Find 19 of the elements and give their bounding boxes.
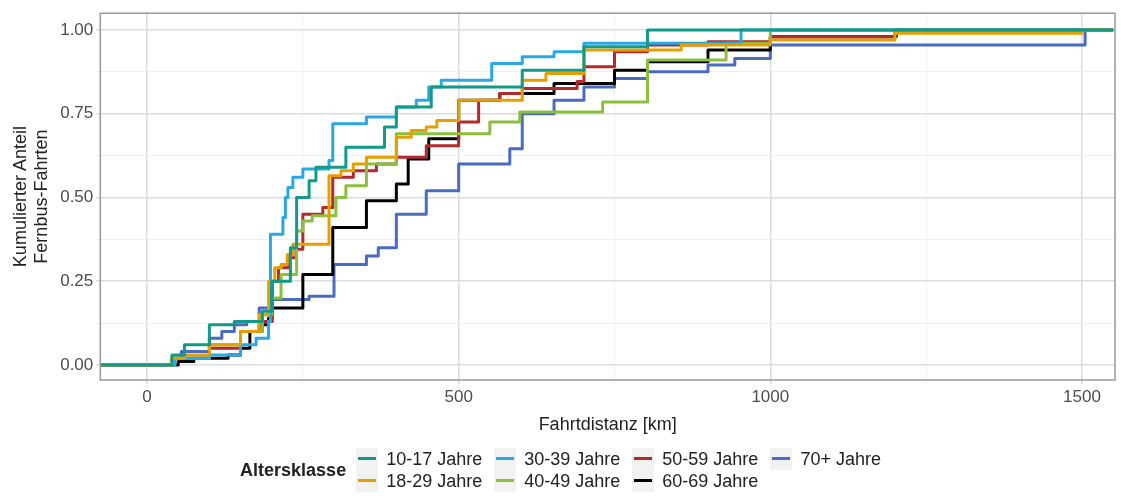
y-tick-label: 0.25 xyxy=(60,270,94,290)
legend-label: 60-69 Jahre xyxy=(662,470,759,492)
legend-label: 50-59 Jahre xyxy=(662,448,759,470)
x-tick-label: 1500 xyxy=(1063,386,1101,406)
x-tick-label: 500 xyxy=(444,386,473,406)
legend-label: 18-29 Jahre xyxy=(386,470,483,492)
legend-title: Altersklasse xyxy=(240,459,347,481)
legend-label: 40-49 Jahre xyxy=(524,470,621,492)
y-axis-title: Kumulierter Anteil Fernbus-Fahrten xyxy=(9,126,52,268)
legend-label: 70+ Jahre xyxy=(800,448,881,470)
legend-label: 30-39 Jahre xyxy=(524,448,621,470)
y-tick-label: 0.50 xyxy=(60,187,94,207)
y-tick-label: 0.75 xyxy=(60,103,94,123)
x-tick-label: 1000 xyxy=(751,386,790,406)
legend-label: 10-17 Jahre xyxy=(386,448,483,470)
y-tick-label: 0.00 xyxy=(60,354,94,374)
y-tick-label: 1.00 xyxy=(60,19,94,39)
x-tick-label: 0 xyxy=(142,386,152,406)
x-axis-title: Fahrtdistanz [km] xyxy=(538,414,677,435)
